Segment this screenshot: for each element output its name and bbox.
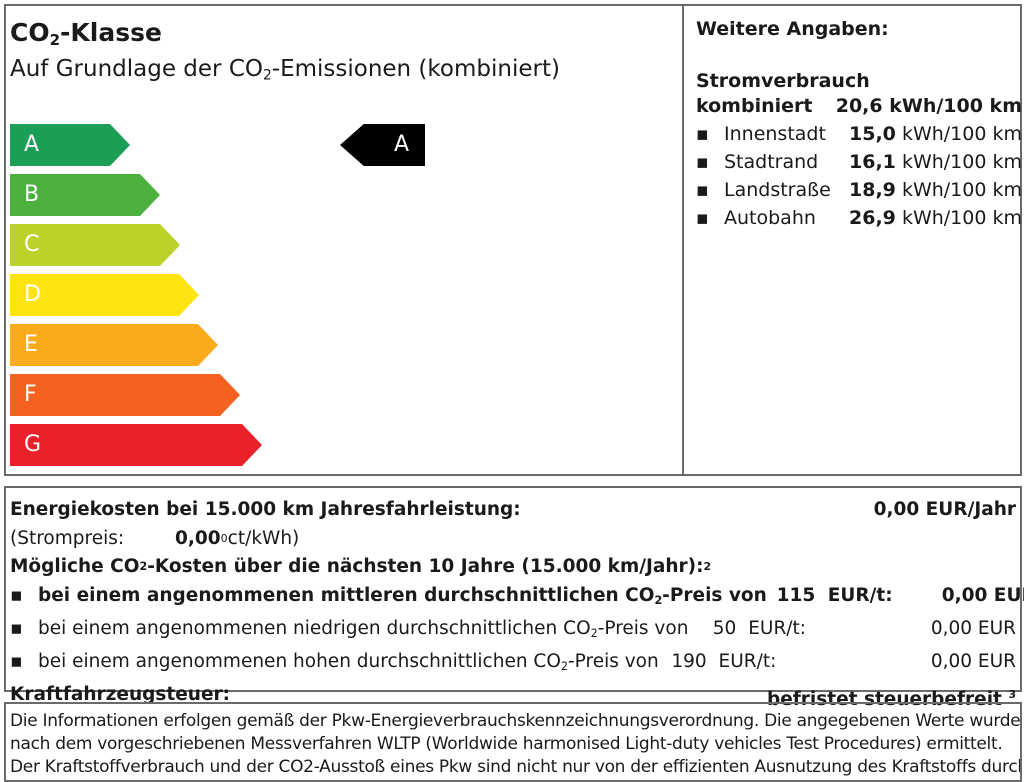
label-title: CO2-Klasse [10,18,162,49]
further-title: Weitere Angaben: [696,18,889,40]
bullet-icon: ▪ [696,123,709,145]
bullet-icon: ▪ [696,179,709,201]
current-class-marker: A [340,124,425,166]
bullet-icon: ▪ [696,207,709,229]
consumption-item: ▪ Stadtrand 16,1 kWh/100 km [696,148,1022,176]
co2-scenario-row: ▪ bei einem angenommenen niedrigen durchs… [10,615,1016,648]
co2-class-scale: CO2-Klasse Auf Grundlage der CO2-Emissio… [6,6,684,474]
class-bar-c: C [10,224,180,266]
label-subtitle: Auf Grundlage der CO2-Emissionen (kombin… [10,56,560,84]
bullet-icon: ▪ [696,151,709,173]
consumption-item: ▪ Autobahn 26,9 kWh/100 km [696,204,1022,232]
vehicle-tax-row: Kraftfahrzeugsteuer: befristet steuerbefr… [10,684,1016,711]
legal-info: Die Informationen erfolgen gemäß der Pkw… [4,702,1022,782]
consumption-item: ▪ Innenstadt 15,0 kWh/100 km [696,120,1022,148]
further-info: Weitere Angaben: Stromverbrauch kombinie… [696,6,1022,232]
co2-costs-heading: Mögliche CO 2 -Kosten über die nächsten 10… [10,556,712,577]
co2-scenario-row: ▪ bei einem angenommenen mittleren durchs… [10,582,1024,615]
energy-costs-row: Energiekosten bei 15.000 km Jahresfahrle… [10,499,1016,520]
co2-scenario-row: ▪ bei einem angenommenen hohen durchschni… [10,648,1016,681]
electricity-price-row: (Strompreis: 0,00 0 ct/kWh) [10,527,300,549]
class-bar-f: F [10,374,240,416]
consumption-heading: Stromverbrauch [696,70,870,92]
class-bar-e: E [10,324,218,366]
legal-line: nach dem vorgeschriebenen Messverfahren … [10,734,1003,754]
bullet-icon: ▪ [10,651,23,673]
class-bar-b: B [10,174,160,216]
combined-row: kombiniert 20,6 kWh/100 km [696,95,1022,117]
class-bar-a: A [10,124,130,166]
co2-class-panel: CO2-Klasse Auf Grundlage der CO2-Emissio… [4,4,1022,476]
class-bar-d: D [10,274,199,316]
class-bar-g: G [10,424,262,466]
bullet-icon: ▪ [10,584,23,606]
bullet-icon: ▪ [10,617,23,639]
costs-panel: Energiekosten bei 15.000 km Jahresfahrle… [4,486,1024,710]
consumption-item: ▪ Landstraße 18,9 kWh/100 km [696,176,1022,204]
legal-line: Die Informationen erfolgen gemäß der Pkw… [10,711,1022,731]
